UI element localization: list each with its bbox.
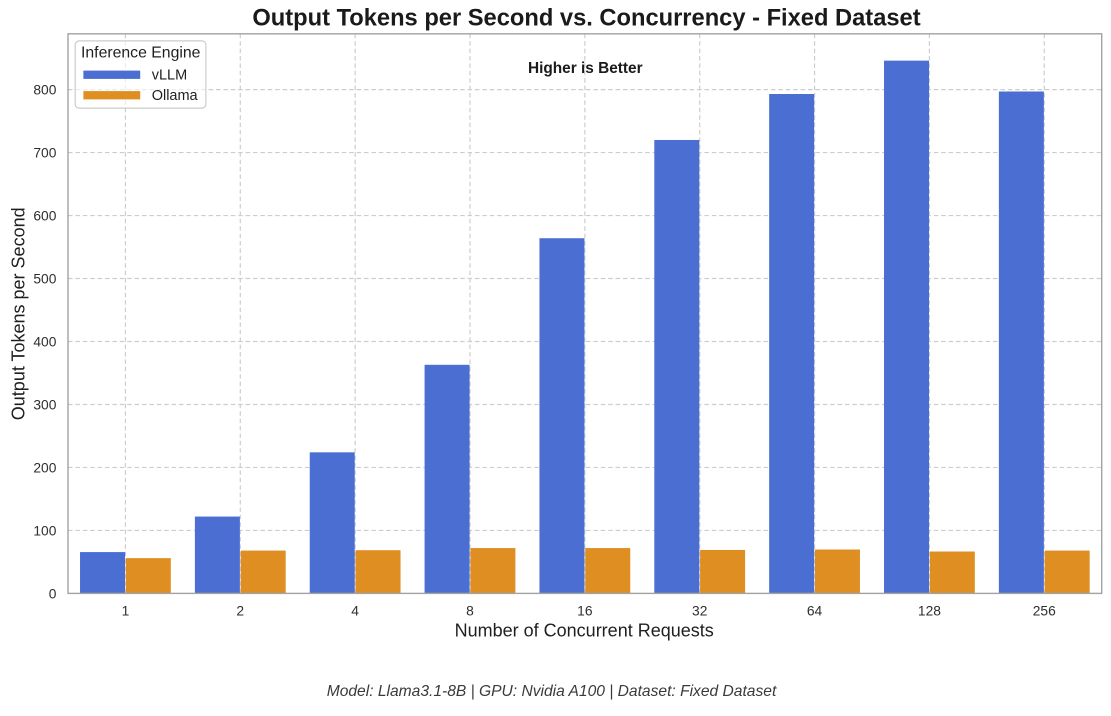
svg-text:0: 0 (49, 586, 57, 601)
svg-text:Ollama: Ollama (152, 88, 199, 104)
svg-text:600: 600 (33, 209, 56, 224)
svg-text:32: 32 (692, 604, 707, 619)
svg-text:256: 256 (1033, 604, 1056, 619)
svg-text:1: 1 (122, 604, 130, 619)
svg-text:400: 400 (33, 335, 56, 350)
svg-text:200: 200 (33, 460, 56, 475)
svg-text:Output Tokens per Second vs. C: Output Tokens per Second vs. Concurrency… (252, 6, 920, 32)
svg-text:Inference Engine: Inference Engine (81, 45, 201, 62)
svg-text:8: 8 (466, 604, 474, 619)
svg-text:Higher is Better: Higher is Better (528, 60, 643, 77)
svg-text:2: 2 (236, 604, 244, 619)
svg-text:16: 16 (577, 604, 593, 619)
svg-text:64: 64 (807, 604, 823, 619)
svg-text:500: 500 (33, 272, 56, 287)
svg-text:Model: Llama3.1-8B | GPU: Nvid: Model: Llama3.1-8B | GPU: Nvidia A100 | … (327, 683, 777, 700)
svg-text:700: 700 (33, 146, 56, 161)
svg-text:100: 100 (33, 523, 56, 538)
svg-text:Output Tokens per Second: Output Tokens per Second (9, 207, 29, 420)
svg-text:Number of Concurrent Requests: Number of Concurrent Requests (455, 621, 714, 641)
svg-text:128: 128 (918, 604, 941, 619)
svg-text:4: 4 (351, 604, 359, 619)
svg-text:vLLM: vLLM (152, 68, 187, 84)
svg-text:800: 800 (33, 83, 56, 98)
svg-text:300: 300 (33, 397, 56, 412)
